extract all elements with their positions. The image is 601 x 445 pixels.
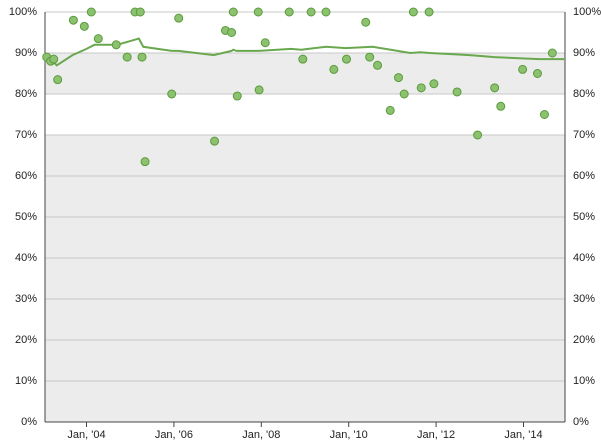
data-point [227, 28, 237, 37]
data-point [253, 7, 263, 17]
y2-tick-label: 0% [573, 416, 589, 428]
y-tick-label: 60% [15, 170, 37, 182]
data-point [473, 130, 483, 140]
y2-tick-label: 100% [573, 6, 601, 18]
data-point [424, 7, 434, 17]
data-point [53, 75, 63, 85]
data-point [284, 7, 294, 17]
plot-band [45, 12, 565, 53]
data-point [232, 91, 242, 101]
data-point [452, 87, 462, 97]
data-point [140, 157, 150, 167]
data-point [373, 60, 383, 70]
data-point [210, 136, 220, 146]
y2-tick-label: 80% [573, 88, 595, 100]
y2-tick-label: 30% [573, 293, 595, 305]
data-point [518, 64, 528, 74]
data-point [298, 54, 308, 64]
data-point [228, 7, 238, 17]
y2-tick-label: 10% [573, 375, 595, 387]
y-tick-label: 0% [21, 416, 37, 428]
data-point [399, 89, 409, 99]
data-point [174, 13, 184, 23]
data-point [361, 17, 371, 27]
data-point [385, 105, 395, 115]
data-point [416, 83, 426, 93]
x-tick-label: Jan, '14 [504, 429, 542, 441]
x-tick-label: Jan, '10 [330, 429, 368, 441]
data-point [394, 73, 404, 83]
y-tick-label: 20% [15, 334, 37, 346]
data-point [135, 7, 145, 17]
data-point [408, 7, 418, 17]
data-point [490, 83, 500, 93]
data-point [260, 38, 270, 48]
data-point [329, 64, 339, 74]
data-point [79, 21, 89, 31]
data-point [547, 48, 557, 58]
y2-tick-label: 70% [573, 129, 595, 141]
y-tick-label: 40% [15, 252, 37, 264]
y-tick-label: 30% [15, 293, 37, 305]
data-point [496, 101, 506, 111]
y2-tick-label: 50% [573, 211, 595, 223]
y-tick-label: 50% [15, 211, 37, 223]
y-tick-label: 90% [15, 47, 37, 59]
y2-tick-label: 40% [573, 252, 595, 264]
data-point [167, 89, 177, 99]
y2-tick-label: 90% [573, 47, 595, 59]
x-tick-label: Jan, '08 [242, 429, 280, 441]
y-tick-label: 80% [15, 88, 37, 100]
y2-tick-label: 20% [573, 334, 595, 346]
data-point [49, 54, 59, 64]
data-point [86, 7, 96, 17]
data-point [68, 15, 78, 25]
data-point [365, 52, 375, 62]
data-point [254, 85, 264, 95]
data-point [532, 69, 542, 78]
data-point [539, 110, 549, 119]
data-point [429, 79, 439, 89]
y-tick-label: 100% [9, 6, 37, 18]
y2-tick-label: 60% [573, 170, 595, 182]
data-point [93, 34, 103, 44]
y-tick-label: 10% [15, 375, 37, 387]
y-tick-label: 70% [15, 129, 37, 141]
data-point [122, 52, 132, 62]
trend-line [45, 37, 565, 67]
data-point [111, 40, 121, 50]
plot-band [45, 94, 565, 135]
x-tick-label: Jan, '12 [417, 429, 455, 441]
x-tick-label: Jan, '06 [155, 429, 193, 441]
data-point [137, 52, 147, 62]
data-point [306, 7, 316, 17]
x-tick-label: Jan, '04 [67, 429, 105, 441]
data-point [321, 7, 331, 17]
data-point [342, 54, 352, 64]
